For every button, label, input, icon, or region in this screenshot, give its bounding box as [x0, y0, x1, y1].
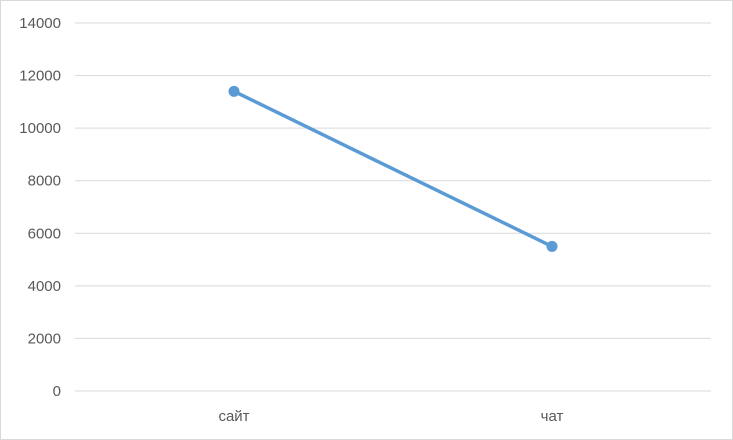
y-tick-label: 10000	[19, 120, 61, 137]
y-tick-label: 4000	[28, 278, 61, 295]
data-point	[546, 240, 558, 252]
x-tick-label: сайт	[218, 408, 249, 425]
data-point	[228, 85, 240, 97]
y-tick-label: 6000	[28, 225, 61, 242]
y-tick-label: 2000	[28, 330, 61, 347]
x-tick-label: чат	[541, 408, 564, 425]
y-tick-label: 14000	[19, 15, 61, 32]
y-tick-label: 12000	[19, 68, 61, 85]
y-tick-label: 8000	[28, 173, 61, 190]
y-tick-label: 0	[53, 383, 61, 400]
series-line	[232, 89, 554, 249]
